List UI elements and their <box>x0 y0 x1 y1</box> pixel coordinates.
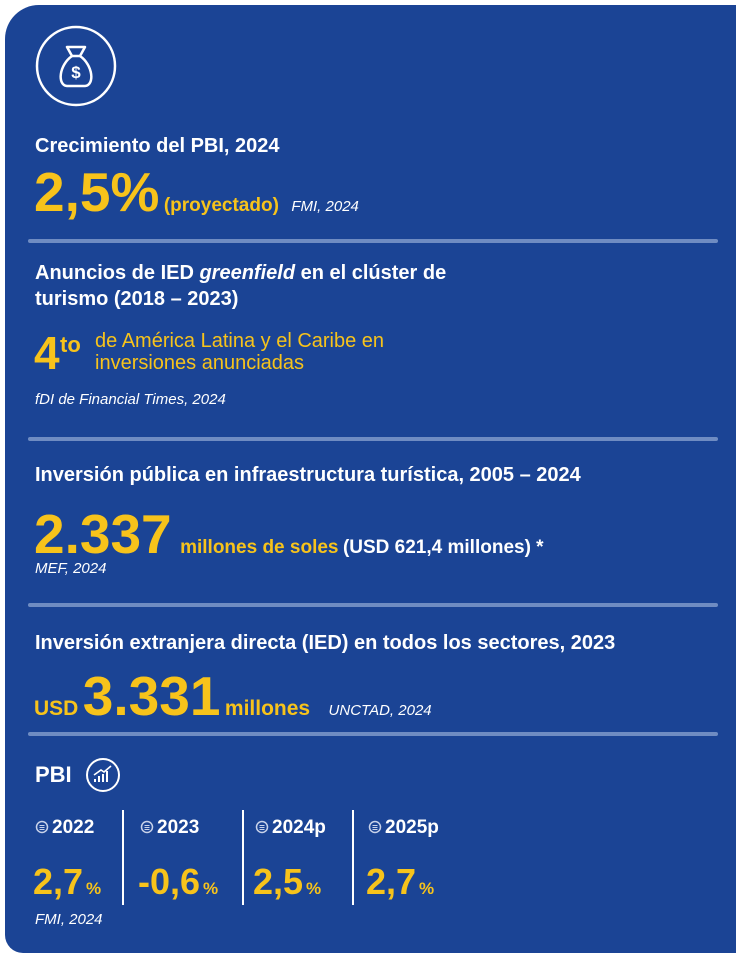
title-part: en el clúster de <box>295 262 447 284</box>
divider <box>28 437 718 441</box>
unit: % <box>306 879 322 898</box>
unit: millones <box>224 697 311 720</box>
bullet-icon <box>35 820 49 834</box>
investment-row: 2.337 millones de soles (USD 621,4 millo… <box>34 507 544 562</box>
title-part: Anuncios de IED <box>35 262 200 284</box>
unit: % <box>86 879 102 898</box>
source: MEF, 2024 <box>35 560 107 577</box>
section-title: Inversión extranjera directa (IED) en to… <box>35 632 616 654</box>
section-title: turismo (2018 – 2023) <box>35 288 239 310</box>
gdp-cell: 2,7% <box>366 861 434 903</box>
year: 2022 <box>52 817 95 838</box>
gdp-cell: 2,7% <box>33 861 101 903</box>
value: 2.337 <box>34 503 172 565</box>
bullet-icon <box>140 820 154 834</box>
year: 2024p <box>272 817 326 838</box>
svg-text:$: $ <box>71 63 81 82</box>
year: 2025p <box>385 817 439 838</box>
unit: % <box>419 879 435 898</box>
money-bag-icon: $ <box>35 25 117 107</box>
unit: millones de soles <box>180 537 339 558</box>
rank-note: de América Latina y el Caribe en inversio… <box>95 330 384 374</box>
gdp-value: 2,7 <box>33 861 84 902</box>
divider <box>28 603 718 607</box>
chart-icon <box>86 758 120 792</box>
bullet-icon <box>255 820 269 834</box>
bullet-icon <box>368 820 382 834</box>
value: 3.331 <box>82 665 221 727</box>
source: FMI, 2024 <box>291 198 359 215</box>
column-separator <box>242 810 244 905</box>
year: 2023 <box>157 817 200 838</box>
year-label: 2022 <box>35 817 94 839</box>
gdp-cell: -0,6% <box>138 861 218 903</box>
source: fDI de Financial Times, 2024 <box>35 391 226 408</box>
card: $ Crecimiento del PBI, 2024 2,5% (proyec… <box>5 5 736 953</box>
section-title: Crecimiento del PBI, 2024 <box>35 135 280 157</box>
rank-suffix: to <box>60 332 81 357</box>
gdp-value: 2,5% <box>34 161 160 223</box>
year-label: 2023 <box>140 817 199 839</box>
gdp-cell: 2,5% <box>253 861 321 903</box>
gdp-value: 2,5 <box>253 861 304 902</box>
divider <box>28 732 718 736</box>
year-label: 2024p <box>255 817 326 839</box>
unit: % <box>203 879 219 898</box>
rank: 4 <box>34 327 60 379</box>
column-separator <box>122 810 124 905</box>
year-label: 2025p <box>368 817 439 839</box>
divider <box>28 239 718 243</box>
fdi-row: USD 3.331 millones UNCTAD, 2024 <box>34 669 432 724</box>
note: (USD 621,4 millones) * <box>342 537 544 558</box>
section-title: Anuncios de IED greenfield en el clúster… <box>35 262 446 285</box>
gdp-value: 2,7 <box>366 861 417 902</box>
column-separator <box>352 810 354 905</box>
title-part: greenfield <box>199 262 296 284</box>
gdp-value: -0,6 <box>138 861 201 902</box>
gdp-row: 2,5% (proyectado) FMI, 2024 <box>34 165 359 220</box>
source: UNCTAD, 2024 <box>328 702 432 719</box>
prefix: USD <box>34 697 79 720</box>
note-line: de América Latina y el Caribe en <box>95 330 385 352</box>
note: (proyectado) <box>163 195 279 216</box>
pbi-title: PBI <box>35 762 72 787</box>
source: FMI, 2024 <box>35 911 103 928</box>
note-line: inversiones anunciadas <box>95 352 305 374</box>
section-title: Inversión pública en infraestructura tur… <box>35 464 581 486</box>
